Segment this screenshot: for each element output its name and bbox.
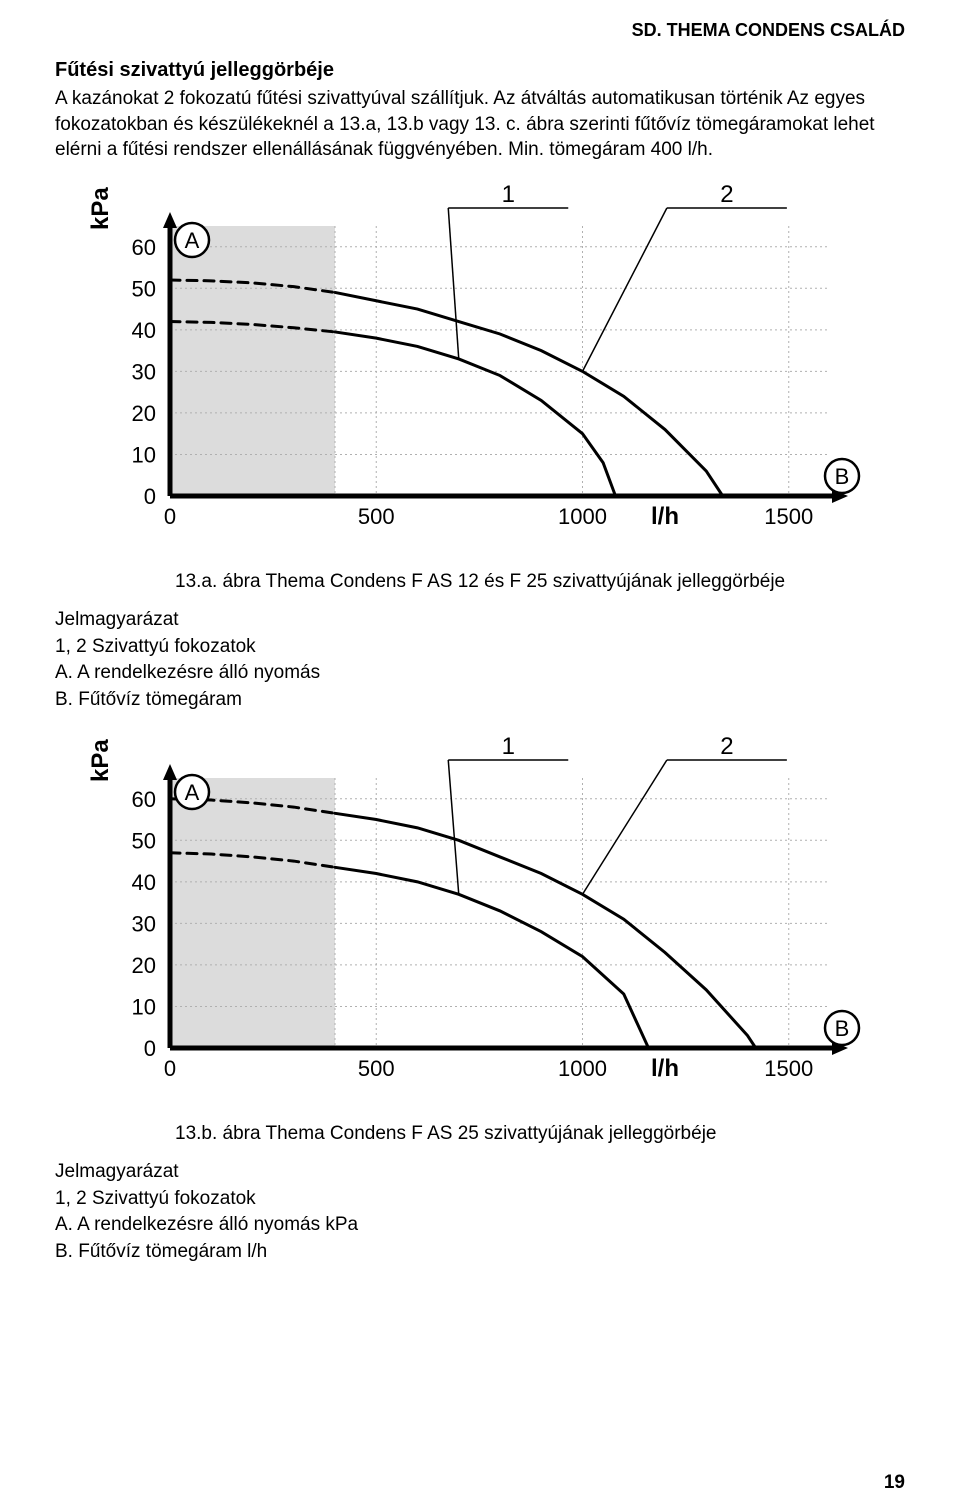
svg-text:500: 500 — [358, 504, 395, 529]
svg-text:40: 40 — [132, 870, 156, 895]
svg-text:1000: 1000 — [558, 504, 607, 529]
svg-text:kPa: kPa — [87, 739, 114, 782]
svg-text:l/h: l/h — [651, 1055, 679, 1082]
legend-b-line1: 1, 2 Szivattyú fokozatok — [55, 1186, 905, 1213]
chart-a: 0 10 20 30 40 50 60 0 500 1000 1500 kPa l/h A B 1 2 — [85, 181, 875, 551]
svg-text:50: 50 — [132, 276, 156, 301]
svg-text:10: 10 — [132, 995, 156, 1020]
legend-a-line3: B. Fűtővíz tömegáram — [55, 687, 905, 714]
svg-text:1000: 1000 — [558, 1056, 607, 1081]
svg-text:30: 30 — [132, 912, 156, 937]
svg-text:60: 60 — [132, 235, 156, 260]
svg-text:0: 0 — [144, 484, 156, 509]
svg-text:1500: 1500 — [764, 1056, 813, 1081]
chart-a-container: 0 10 20 30 40 50 60 0 500 1000 1500 kPa l/h A B 1 2 — [55, 181, 905, 551]
section-paragraph: A kazánokat 2 fokozatú fűtési szivattyúv… — [55, 86, 905, 163]
legend-a: Jelmagyarázat 1, 2 Szivattyú fokozatok A… — [55, 607, 905, 713]
legend-a-line1: 1, 2 Szivattyú fokozatok — [55, 634, 905, 661]
legend-b-line2: A. A rendelkezésre álló nyomás kPa — [55, 1212, 905, 1239]
svg-text:kPa: kPa — [87, 187, 114, 230]
svg-text:0: 0 — [144, 1036, 156, 1061]
svg-text:0: 0 — [164, 1056, 176, 1081]
svg-text:A: A — [185, 228, 200, 253]
legend-b: Jelmagyarázat 1, 2 Szivattyú fokozatok A… — [55, 1159, 905, 1265]
svg-text:500: 500 — [358, 1056, 395, 1081]
svg-text:10: 10 — [132, 442, 156, 467]
svg-text:40: 40 — [132, 318, 156, 343]
chart-b-container: 0 10 20 30 40 50 60 0 500 1000 1500 kPa l/h A B 1 2 — [55, 733, 905, 1103]
svg-text:B: B — [835, 1016, 850, 1041]
chart-b: 0 10 20 30 40 50 60 0 500 1000 1500 kPa l/h A B 1 2 — [85, 733, 875, 1103]
svg-text:20: 20 — [132, 401, 156, 426]
svg-text:30: 30 — [132, 359, 156, 384]
svg-text:20: 20 — [132, 953, 156, 978]
svg-text:0: 0 — [164, 504, 176, 529]
page-number: 19 — [884, 1472, 905, 1494]
svg-text:2: 2 — [720, 181, 733, 208]
section-title: Fűtési szivattyú jelleggörbéje — [55, 59, 905, 82]
header-product-family: SD. THEMA CONDENS CSALÁD — [55, 20, 905, 41]
svg-text:1: 1 — [502, 733, 515, 760]
svg-text:1: 1 — [502, 181, 515, 208]
svg-text:A: A — [185, 780, 200, 805]
svg-text:50: 50 — [132, 829, 156, 854]
svg-text:2: 2 — [720, 733, 733, 760]
svg-text:1500: 1500 — [764, 504, 813, 529]
svg-text:l/h: l/h — [651, 503, 679, 530]
svg-text:60: 60 — [132, 787, 156, 812]
caption-b: 13.b. ábra Thema Condens F AS 25 szivatt… — [175, 1123, 905, 1145]
legend-b-title: Jelmagyarázat — [55, 1159, 905, 1186]
caption-a: 13.a. ábra Thema Condens F AS 12 és F 25… — [175, 571, 905, 593]
legend-b-line3: B. Fűtővíz tömegáram l/h — [55, 1239, 905, 1266]
legend-a-line2: A. A rendelkezésre álló nyomás — [55, 660, 905, 687]
legend-a-title: Jelmagyarázat — [55, 607, 905, 634]
svg-text:B: B — [835, 464, 850, 489]
